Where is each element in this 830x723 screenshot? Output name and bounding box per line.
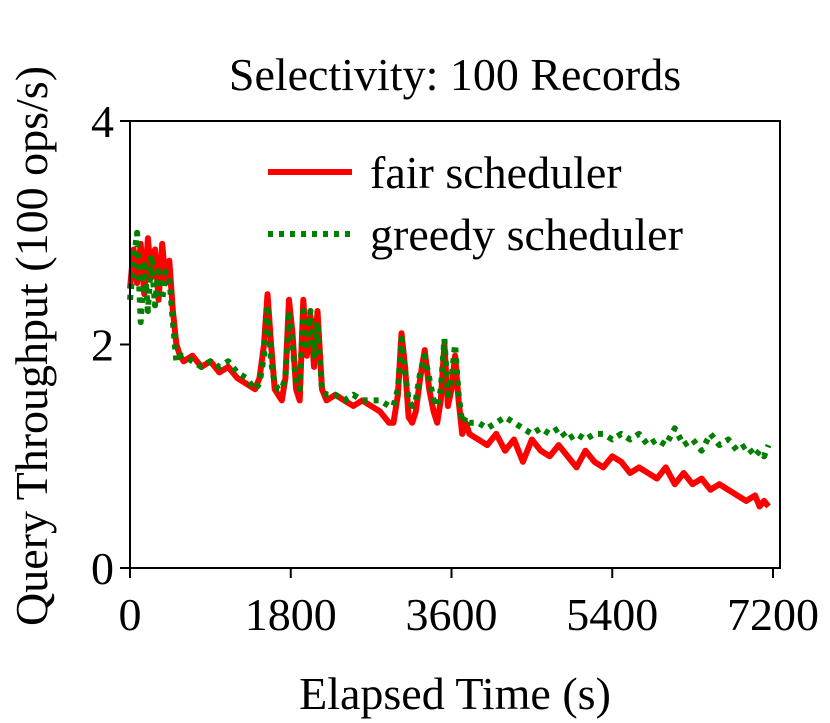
x-tick-label: 0 — [119, 589, 142, 640]
chart-title: Selectivity: 100 Records — [229, 49, 681, 100]
legend-label-fair: fair scheduler — [370, 147, 622, 198]
x-axis-label: Elapsed Time (s) — [299, 668, 611, 719]
series-line-greedy-scheduler — [127, 229, 772, 460]
y-axis-label: Query Throughput (100 ops/s) — [6, 66, 57, 626]
x-tick-label: 5400 — [566, 589, 658, 640]
plot-frame — [129, 120, 781, 569]
x-tick-label: 7200 — [727, 589, 819, 640]
y-tick-label: 0 — [91, 543, 114, 594]
y-tick-label: 2 — [91, 320, 114, 371]
plot-area: 0 1800 3600 5400 7200 0 2 4 — [91, 96, 819, 640]
chart-legend: fair scheduler greedy scheduler — [268, 147, 683, 260]
x-tick-label: 3600 — [406, 589, 498, 640]
legend-label-greedy: greedy scheduler — [370, 209, 683, 260]
y-tick-label: 4 — [91, 96, 114, 147]
x-tick-label: 1800 — [245, 589, 337, 640]
